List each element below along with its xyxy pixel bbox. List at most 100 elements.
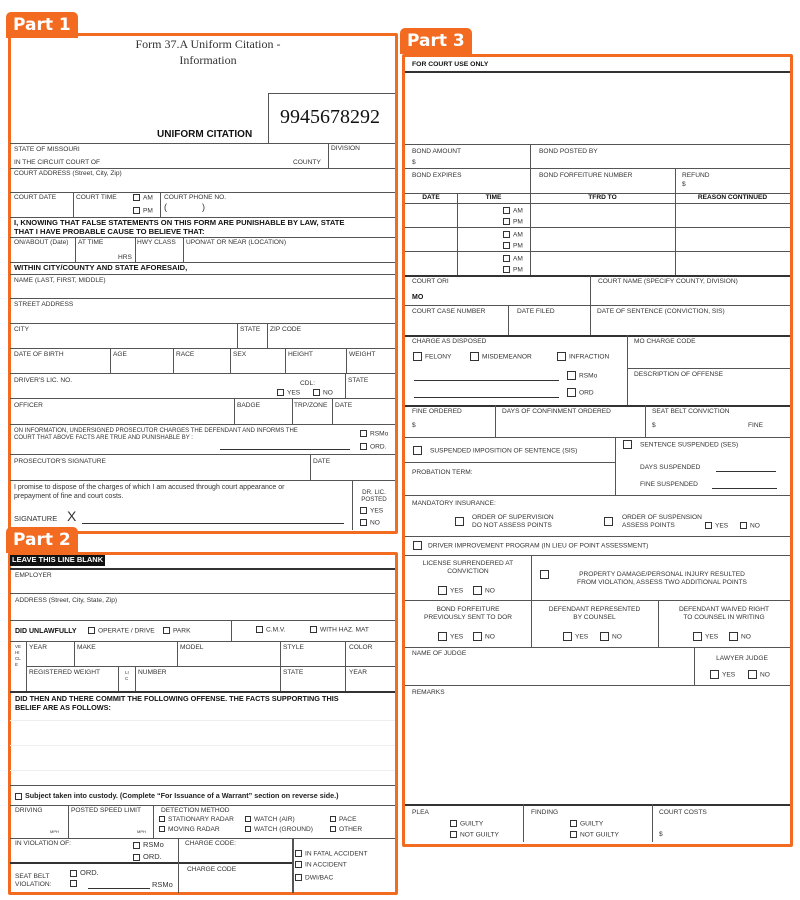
checkbox-square[interactable] [503, 266, 510, 273]
checkbox-square[interactable] [277, 389, 284, 396]
checkbox-square[interactable] [413, 541, 422, 550]
bf-no-checkbox[interactable]: NO [473, 632, 495, 641]
property-damage-checkbox[interactable] [540, 570, 552, 579]
checkbox-square[interactable] [450, 831, 457, 838]
waived-no-checkbox[interactable]: NO [729, 632, 751, 641]
counsel-no-checkbox[interactable]: NO [600, 632, 622, 641]
checkbox-square[interactable] [438, 586, 447, 595]
checkbox-square[interactable] [360, 519, 367, 526]
finding-not-guilty-checkbox[interactable]: NOT GUILTY [570, 831, 619, 838]
finding-guilty-checkbox[interactable]: GUILTY [570, 820, 603, 827]
order-suspension-checkbox[interactable] [604, 517, 616, 526]
checkbox-square[interactable] [470, 352, 479, 361]
seat-belt-ord-checkbox[interactable]: ORD. [70, 868, 99, 877]
ses-checkbox[interactable]: SENTENCE SUSPENDED (SES) [623, 440, 738, 449]
row3-am-checkbox[interactable]: AM [503, 255, 523, 262]
checkbox-square[interactable] [729, 632, 738, 641]
checkbox-square[interactable] [563, 632, 572, 641]
order-supervision-checkbox[interactable] [455, 517, 467, 526]
checkbox-square[interactable] [330, 826, 336, 833]
checkbox-square[interactable] [133, 841, 140, 849]
checkbox-square[interactable] [360, 443, 367, 450]
signature-line[interactable] [82, 523, 344, 524]
bf-yes-checkbox[interactable]: YES [438, 632, 463, 641]
checkbox-square[interactable] [693, 632, 702, 641]
row1-pm-checkbox[interactable]: PM [503, 218, 523, 225]
checkbox-square[interactable] [503, 207, 510, 214]
checkbox-square[interactable] [70, 880, 77, 887]
watch-ground-checkbox[interactable]: WATCH (GROUND) [245, 826, 313, 833]
cmv-checkbox[interactable]: C.M.V. [256, 626, 286, 633]
points-no-checkbox[interactable]: NO [740, 522, 760, 529]
checkbox-square[interactable] [604, 517, 613, 526]
disposed-rsmo-checkbox[interactable]: RSMo [567, 371, 597, 380]
lawyer-judge-yes-checkbox[interactable]: YES [710, 670, 735, 679]
plea-guilty-checkbox[interactable]: GUILTY [450, 820, 483, 827]
row3-pm-checkbox[interactable]: PM [503, 266, 523, 273]
driver-improvement-checkbox[interactable]: DRIVER IMPROVEMENT PROGRAM (IN LIEU OF P… [413, 541, 648, 550]
checkbox-square[interactable] [748, 670, 757, 679]
checkbox-square[interactable] [567, 371, 576, 380]
checkbox-square[interactable] [567, 388, 576, 397]
violation-rsmo-checkbox[interactable]: RSMo [133, 840, 164, 849]
checkbox-square[interactable] [557, 352, 566, 361]
park-checkbox[interactable]: PARK [163, 627, 190, 634]
checkbox-square[interactable] [503, 231, 510, 238]
checkbox-square[interactable] [570, 831, 577, 838]
moving-radar-checkbox[interactable]: MOVING RADAR [159, 826, 220, 833]
other-checkbox[interactable]: OTHER [330, 826, 362, 833]
checkbox-square[interactable] [310, 626, 317, 633]
misdemeanor-checkbox[interactable]: MISDEMEANOR [470, 352, 532, 361]
checkbox-square[interactable] [450, 820, 457, 827]
checkbox-square[interactable] [503, 242, 510, 249]
ord-checkbox[interactable]: ORD. [360, 443, 386, 450]
checkbox-square[interactable] [159, 816, 165, 823]
points-yes-checkbox[interactable]: YES [705, 522, 728, 529]
fatal-accident-checkbox[interactable]: IN FATAL ACCIDENT [295, 850, 368, 857]
checkbox-square[interactable] [360, 507, 367, 514]
checkbox-square[interactable] [163, 627, 170, 634]
haz-mat-checkbox[interactable]: WITH HAZ. MAT [310, 626, 369, 633]
checkbox-square[interactable] [295, 874, 302, 881]
cdl-no-checkbox[interactable]: NO [313, 389, 333, 396]
am-checkbox[interactable]: AM [133, 194, 153, 201]
infraction-checkbox[interactable]: INFRACTION [557, 352, 609, 361]
waived-yes-checkbox[interactable]: YES [693, 632, 718, 641]
plea-not-guilty-checkbox[interactable]: NOT GUILTY [450, 831, 499, 838]
checkbox-square[interactable] [330, 816, 336, 823]
watch-air-checkbox[interactable]: WATCH (AIR) [245, 816, 295, 823]
cdl-yes-checkbox[interactable]: YES [277, 389, 300, 396]
in-accident-checkbox[interactable]: IN ACCIDENT [295, 861, 347, 868]
custody-checkbox[interactable]: Subject taken into custody. (Complete “F… [15, 791, 339, 800]
checkbox-square[interactable] [133, 194, 140, 201]
row2-am-checkbox[interactable]: AM [503, 231, 523, 238]
felony-checkbox[interactable]: FELONY [413, 352, 451, 361]
dl-posted-yes-checkbox[interactable]: YES [360, 507, 383, 514]
disposed-ord-checkbox[interactable]: ORD [567, 388, 594, 397]
rsmo-checkbox[interactable]: RSMo [360, 430, 388, 437]
checkbox-square[interactable] [256, 626, 263, 633]
checkbox-square[interactable] [710, 670, 719, 679]
checkbox-square[interactable] [295, 850, 302, 857]
license-yes-checkbox[interactable]: YES [438, 586, 463, 595]
checkbox-square[interactable] [438, 632, 447, 641]
checkbox-square[interactable] [540, 570, 549, 579]
checkbox-square[interactable] [245, 816, 251, 823]
dwi-bac-checkbox[interactable]: DWI/BAC [295, 874, 333, 881]
checkbox-square[interactable] [473, 586, 482, 595]
dl-posted-no-checkbox[interactable]: NO [360, 519, 380, 526]
checkbox-square[interactable] [570, 820, 577, 827]
violation-ord-checkbox[interactable]: ORD. [133, 852, 162, 861]
checkbox-square[interactable] [313, 389, 320, 396]
checkbox-square[interactable] [70, 869, 77, 877]
lawyer-judge-no-checkbox[interactable]: NO [748, 670, 770, 679]
pace-checkbox[interactable]: PACE [330, 816, 356, 823]
checkbox-square[interactable] [245, 826, 251, 833]
seat-belt-rsmo-checkbox[interactable] [70, 880, 80, 887]
checkbox-square[interactable] [503, 255, 510, 262]
row2-pm-checkbox[interactable]: PM [503, 242, 523, 249]
checkbox-square[interactable] [623, 440, 632, 449]
checkbox-square[interactable] [413, 446, 422, 455]
checkbox-square[interactable] [159, 826, 165, 833]
checkbox-square[interactable] [413, 352, 422, 361]
